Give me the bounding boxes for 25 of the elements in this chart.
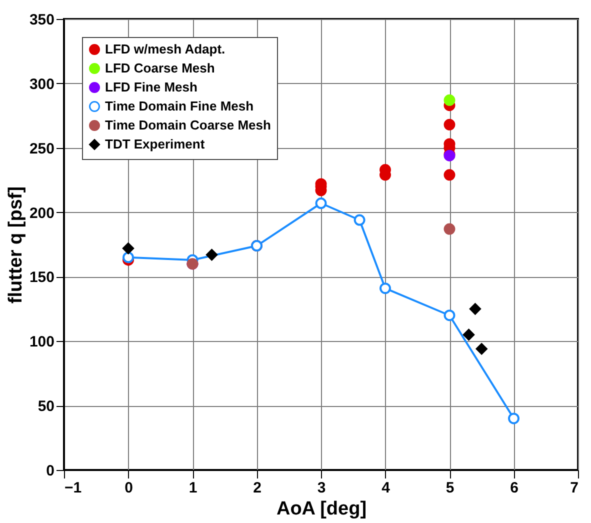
legend-label: TDT Experiment	[105, 136, 206, 152]
x-tick-label: 7	[570, 480, 578, 496]
x-tick-label: 3	[317, 480, 326, 496]
y-axis-title: flutter q [psf]	[5, 186, 26, 304]
y-tick-label: 50	[38, 398, 54, 416]
x-tick-label: 6	[510, 480, 518, 496]
legend-label: Time Domain Fine Mesh	[105, 98, 254, 114]
y-tick-label: 150	[29, 269, 54, 286]
legend-label: Time Domain Coarse Mesh	[105, 118, 271, 132]
y-tick-label: 300	[29, 76, 54, 93]
y-tick-label: 0	[46, 462, 54, 480]
legend-label: LFD w/mesh Adapt.	[105, 42, 226, 56]
x-tick-label: 5	[446, 480, 454, 496]
legend-label: LFD Fine Mesh	[105, 80, 198, 94]
x-tick-label: −1	[64, 480, 82, 496]
y-tick-label: 200	[29, 204, 54, 222]
x-tick-label: 4	[382, 480, 391, 496]
x-axis-title: AoA [deg]	[276, 498, 367, 520]
legend-label: LFD Coarse Mesh	[105, 60, 215, 76]
x-tick-label: 1	[188, 480, 198, 496]
y-tick-label: 350	[29, 12, 54, 28]
x-tick-label: 2	[253, 480, 262, 496]
x-tick-label: 0	[124, 480, 133, 496]
y-tick-label: 100	[29, 334, 54, 351]
y-tick-label: 250	[29, 140, 54, 158]
